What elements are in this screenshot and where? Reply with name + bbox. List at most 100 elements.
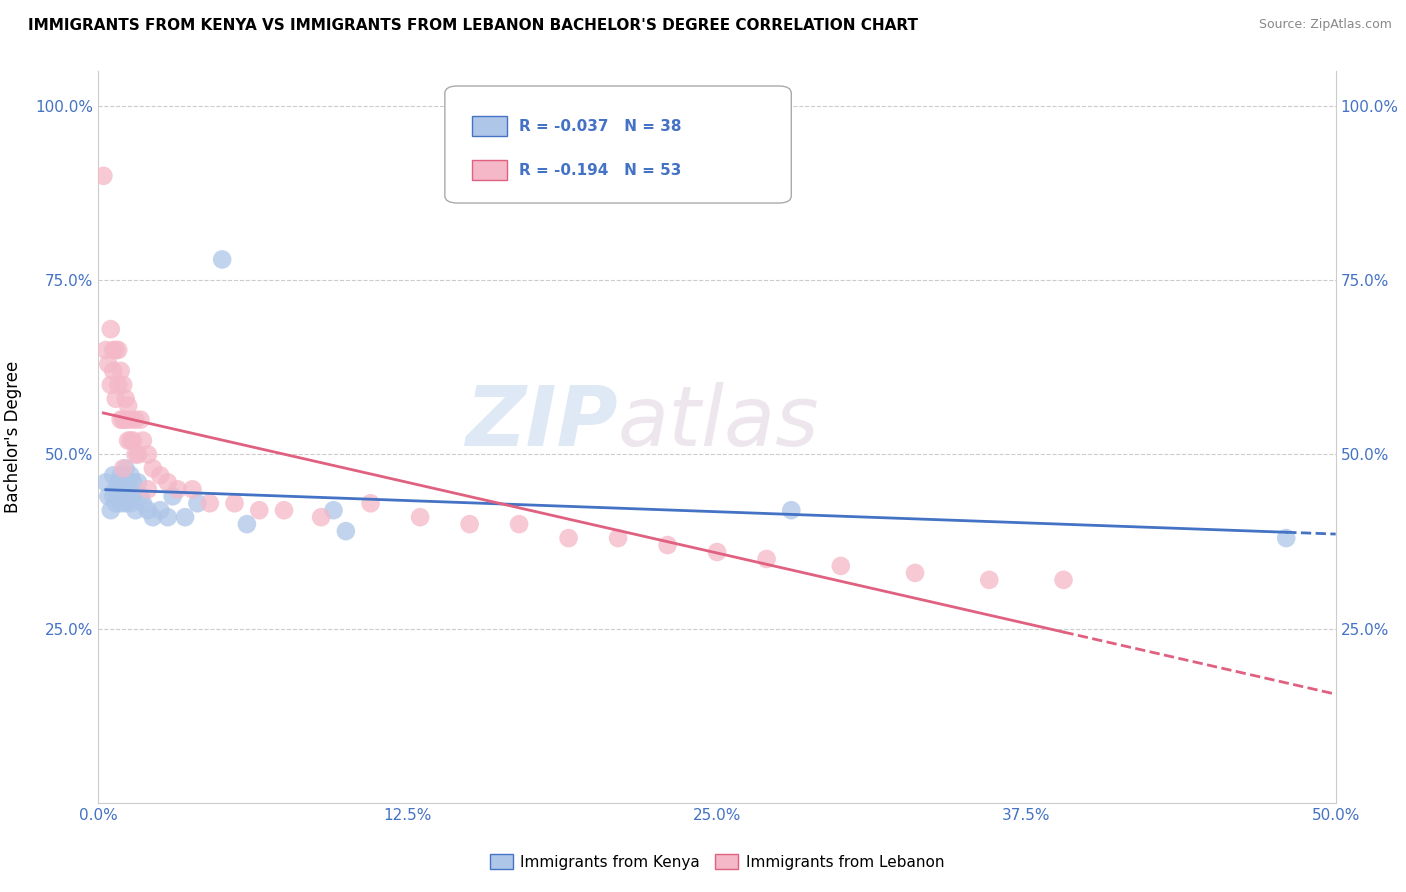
Point [1275, 531, 1298, 545]
Point [273, 503, 295, 517]
Point [335, 524, 357, 538]
Point [112, 475, 135, 490]
Point [136, 503, 159, 517]
Y-axis label: Bachelor's Degree: Bachelor's Degree [4, 361, 21, 513]
Point [409, 510, 432, 524]
Point [247, 503, 270, 517]
Point [104, 496, 127, 510]
Point [132, 496, 155, 510]
Point [156, 475, 179, 490]
Point [156, 510, 179, 524]
Point [174, 510, 197, 524]
Point [657, 538, 679, 552]
Point [112, 377, 135, 392]
Point [94, 475, 117, 490]
Point [149, 468, 172, 483]
Point [755, 552, 778, 566]
Point [904, 566, 927, 580]
Point [124, 412, 146, 426]
Point [322, 503, 344, 517]
Point [607, 531, 630, 545]
Point [1052, 573, 1074, 587]
Point [162, 489, 184, 503]
Point [112, 489, 135, 503]
Point [142, 461, 165, 475]
Point [100, 377, 122, 392]
Point [122, 475, 145, 490]
Point [120, 412, 142, 426]
Point [104, 343, 127, 357]
Point [112, 412, 135, 426]
Point [103, 364, 125, 378]
Point [780, 503, 803, 517]
Point [97, 357, 120, 371]
Point [198, 496, 221, 510]
Point [136, 483, 159, 497]
Point [100, 322, 122, 336]
Point [129, 412, 152, 426]
Point [124, 448, 146, 462]
Point [114, 461, 136, 475]
Point [120, 496, 142, 510]
Point [110, 412, 132, 426]
Point [107, 377, 129, 392]
Point [114, 496, 136, 510]
Point [181, 483, 204, 497]
Point [124, 503, 146, 517]
Point [104, 392, 127, 406]
Point [557, 531, 579, 545]
Point [120, 468, 142, 483]
Point [122, 434, 145, 448]
Point [132, 434, 155, 448]
Point [122, 489, 145, 503]
Point [508, 517, 530, 532]
Text: IMMIGRANTS FROM KENYA VS IMMIGRANTS FROM LEBANON BACHELOR'S DEGREE CORRELATION C: IMMIGRANTS FROM KENYA VS IMMIGRANTS FROM… [28, 18, 918, 33]
Text: ZIP: ZIP [465, 382, 619, 463]
Point [97, 489, 120, 503]
Point [104, 483, 127, 497]
FancyBboxPatch shape [444, 86, 792, 203]
Point [114, 392, 136, 406]
Point [236, 517, 259, 532]
Point [224, 496, 246, 510]
Point [110, 468, 132, 483]
Point [112, 461, 135, 475]
Point [110, 364, 132, 378]
FancyBboxPatch shape [472, 116, 506, 136]
Text: Source: ZipAtlas.com: Source: ZipAtlas.com [1258, 18, 1392, 31]
Point [127, 475, 149, 490]
Point [979, 573, 1001, 587]
Point [103, 468, 125, 483]
Point [211, 252, 233, 267]
Text: R = -0.194   N = 53: R = -0.194 N = 53 [519, 162, 682, 178]
Point [127, 448, 149, 462]
Point [107, 475, 129, 490]
Text: R = -0.037   N = 38: R = -0.037 N = 38 [519, 119, 682, 134]
Point [830, 558, 852, 573]
Point [142, 510, 165, 524]
Point [94, 343, 117, 357]
Point [107, 489, 129, 503]
Point [110, 496, 132, 510]
Point [120, 434, 142, 448]
Point [309, 510, 332, 524]
Point [186, 496, 208, 510]
Point [103, 489, 125, 503]
FancyBboxPatch shape [472, 160, 506, 180]
Point [129, 489, 152, 503]
Point [103, 343, 125, 357]
Point [706, 545, 728, 559]
Point [117, 475, 139, 490]
Point [360, 496, 382, 510]
Legend: Immigrants from Kenya, Immigrants from Lebanon: Immigrants from Kenya, Immigrants from L… [484, 847, 950, 876]
Point [117, 489, 139, 503]
Point [136, 448, 159, 462]
Point [93, 169, 115, 183]
Point [458, 517, 481, 532]
Point [100, 503, 122, 517]
Point [149, 503, 172, 517]
Point [166, 483, 188, 497]
Point [117, 399, 139, 413]
Point [114, 412, 136, 426]
Text: atlas: atlas [619, 382, 820, 463]
